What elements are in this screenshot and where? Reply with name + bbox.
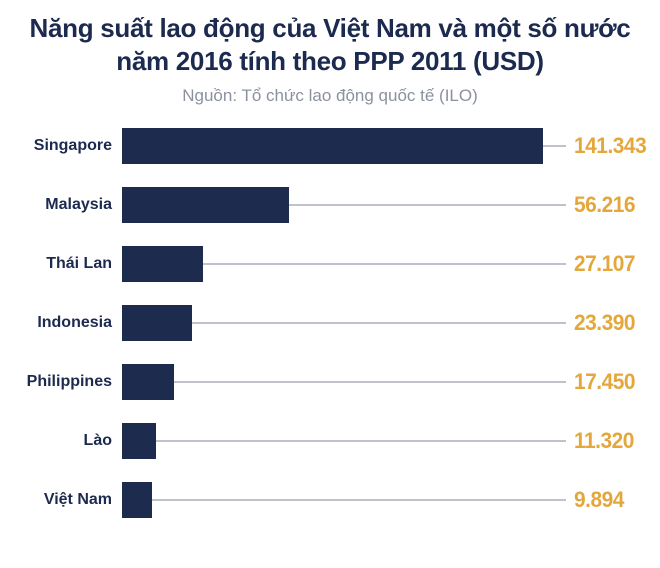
bar-track [122, 304, 566, 341]
bar-row: Philippines 17.450 [0, 363, 660, 400]
bar-track [122, 481, 566, 518]
bar [122, 186, 290, 223]
bar [122, 245, 203, 282]
connector-line [543, 144, 566, 147]
connector-line [151, 498, 566, 501]
chart-source-subtitle: Nguồn: Tổ chức lao động quốc tế (ILO) [182, 85, 478, 105]
bar [122, 363, 174, 400]
bar [122, 481, 152, 518]
bar-track [122, 127, 566, 164]
bar-row: Indonesia 23.390 [0, 304, 660, 341]
bar-track [122, 186, 566, 223]
value-label: 56.216 [574, 191, 636, 217]
category-label: Lào [83, 431, 112, 449]
value-label: 27.107 [574, 250, 636, 276]
value-label: 9.894 [574, 486, 624, 512]
category-label: Singapore [33, 136, 112, 154]
bar-track [122, 245, 566, 282]
value-label: 11.320 [574, 427, 634, 453]
category-label: Malaysia [45, 195, 112, 213]
bar-row: Malaysia 56.216 [0, 186, 660, 223]
connector-line [191, 321, 566, 324]
bar-chart: Singapore 141.343 Malaysia 56.216 Thái Lan 27… [0, 127, 660, 518]
category-label: Philippines [26, 372, 112, 390]
value-label: 141.343 [574, 132, 647, 158]
bar-row: Việt Nam 9.894 [0, 481, 660, 518]
chart-page: Năng suất lao động của Việt Nam và một s… [0, 12, 660, 568]
value-label: 23.390 [574, 309, 636, 335]
bar-track [122, 363, 566, 400]
category-label: Indonesia [37, 313, 112, 331]
value-label: 17.450 [574, 368, 636, 394]
category-label: Việt Nam [43, 490, 112, 508]
bar-row: Thái Lan 27.107 [0, 245, 660, 282]
bar-track [122, 422, 566, 459]
connector-line [202, 262, 566, 265]
chart-title: Năng suất lao động của Việt Nam và một s… [29, 13, 631, 77]
bar [122, 422, 156, 459]
connector-line [174, 380, 566, 383]
connector-line [289, 203, 566, 206]
connector-line [155, 439, 566, 442]
bar [122, 127, 543, 164]
bar-row: Singapore 141.343 [0, 127, 660, 164]
bar-row: Lào 11.320 [0, 422, 660, 459]
bar [122, 304, 192, 341]
category-label: Thái Lan [46, 254, 112, 272]
